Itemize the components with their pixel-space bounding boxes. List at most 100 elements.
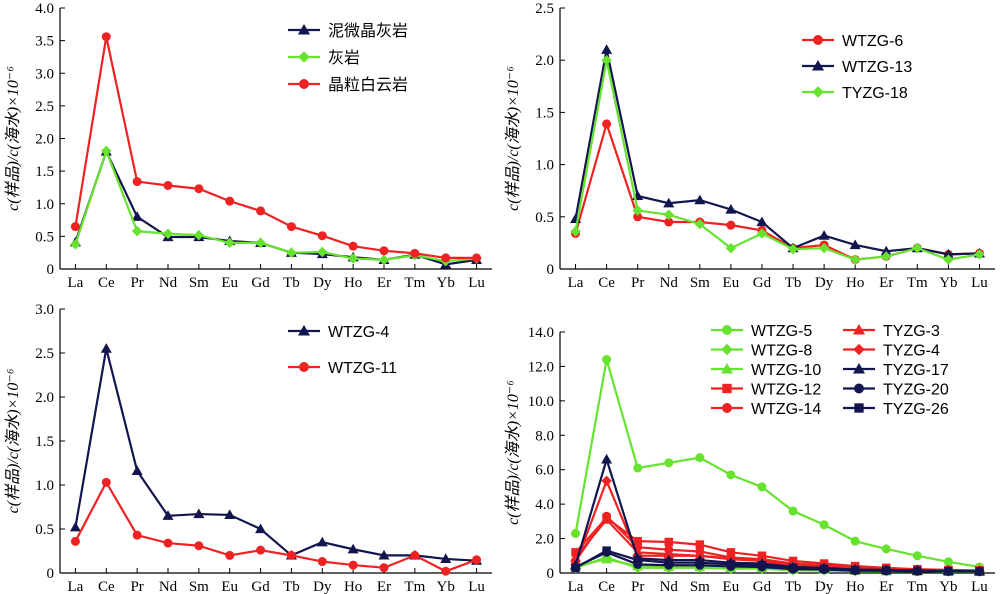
legend-item: WTZG-5: [711, 323, 812, 340]
data-point: [379, 246, 389, 256]
y-tick-label: 2.0: [35, 390, 54, 406]
y-tick-label: 0.5: [35, 522, 54, 538]
y-tick-label: 3.5: [35, 34, 54, 50]
y-tick-label: 2.0: [35, 132, 54, 148]
legend-marker: [811, 59, 825, 71]
data-point: [788, 506, 798, 516]
legend-item: WTZG-8: [711, 343, 812, 360]
y-tick-label: 1.0: [535, 158, 554, 174]
y-tick-label: 4.0: [535, 497, 554, 513]
legend-item: WTZG-4: [288, 324, 389, 341]
series-line: [574, 59, 980, 261]
data-point: [379, 563, 389, 573]
data-point: [601, 553, 613, 564]
legend-item: WTZG-12: [711, 382, 821, 399]
x-tick-label: Gd: [753, 275, 772, 291]
legend-marker: [722, 403, 732, 413]
y-tick-label: 10.0: [528, 394, 554, 410]
data-point: [974, 249, 985, 260]
data-point: [881, 251, 892, 262]
series-line: [574, 359, 980, 569]
y-axis-label: c(样品)/c(海水)×10⁻⁶: [504, 66, 522, 211]
data-point: [601, 475, 612, 487]
y-tick-label: 0.5: [35, 229, 54, 245]
legend-item: TYZG-20: [843, 382, 949, 399]
data-point: [788, 563, 798, 573]
series-WTZG-13: [570, 44, 985, 259]
x-tick-label: Ce: [98, 275, 115, 291]
data-point: [601, 54, 612, 66]
data-point: [912, 551, 922, 561]
y-tick-label: 2.0: [535, 532, 554, 548]
data-point: [726, 560, 736, 569]
legend-label: TYZG-20: [883, 382, 949, 399]
legend-item: WTZG-10: [711, 362, 821, 379]
legend-label: WTZG-4: [328, 324, 389, 341]
data-point: [725, 242, 737, 254]
data-point: [255, 523, 267, 534]
series-line: [74, 36, 477, 260]
legend-label: TYZG-4: [883, 343, 940, 360]
data-point: [664, 217, 674, 227]
data-point: [70, 222, 80, 232]
y-tick-label: 0: [547, 262, 555, 278]
x-tick-label: Ho: [344, 579, 362, 594]
data-point: [818, 242, 830, 254]
y-tick-label: 12.0: [528, 359, 554, 375]
data-point: [256, 206, 266, 216]
x-tick-label: Dy: [313, 275, 332, 291]
x-tick-label: Nd: [159, 275, 178, 291]
legend-label: TYZG-26: [883, 401, 949, 418]
x-tick-label: Lu: [468, 579, 485, 594]
data-point: [664, 537, 673, 547]
data-point: [756, 216, 768, 227]
legend-marker: [813, 35, 823, 45]
data-point: [695, 558, 705, 567]
x-tick-label: Sm: [690, 579, 710, 594]
x-tick-label: Dy: [815, 275, 834, 291]
x-tick-label: Eu: [221, 275, 238, 291]
x-tick-label: La: [68, 579, 84, 594]
data-point: [726, 548, 736, 557]
x-tick-label: Yb: [437, 275, 455, 291]
legend-label: WTZG-14: [751, 401, 821, 418]
data-point: [131, 225, 143, 237]
legend-marker: [854, 383, 864, 394]
data-point: [348, 560, 358, 570]
x-tick-label: Tm: [907, 275, 928, 291]
data-point: [913, 566, 922, 576]
x-tick-label: Gd: [251, 275, 270, 291]
legend-item: TYZG-3: [843, 323, 940, 340]
legend-label: 晶粒白云岩: [328, 76, 408, 94]
data-point: [880, 245, 892, 256]
legend-marker: [299, 362, 309, 372]
x-tick-label: Tm: [907, 579, 928, 594]
legend-item: 泥微晶灰岩: [288, 22, 408, 40]
series-WTZG-5: [571, 355, 984, 572]
y-tick-label: 4.0: [35, 1, 54, 17]
legend-label: WTZG-10: [751, 362, 821, 379]
data-point: [570, 226, 581, 237]
x-tick-label: Eu: [723, 275, 740, 291]
data-point: [787, 243, 799, 255]
legend-item: TYZG-26: [843, 401, 949, 418]
data-point: [441, 566, 451, 576]
data-point: [440, 553, 452, 564]
data-point: [849, 239, 861, 250]
data-point: [347, 253, 359, 264]
x-tick-label: Tb: [785, 275, 802, 291]
data-point: [942, 248, 954, 259]
x-tick-label: Nd: [159, 579, 178, 594]
legend-label: 泥微晶灰岩: [328, 22, 408, 40]
data-point: [316, 536, 328, 547]
x-tick-label: La: [68, 275, 84, 291]
data-point: [163, 180, 173, 190]
x-tick-label: Tb: [283, 579, 300, 594]
x-tick-label: La: [568, 275, 584, 291]
x-tick-label: Dy: [815, 579, 834, 594]
data-point: [286, 222, 296, 232]
data-point: [663, 209, 674, 220]
data-point: [632, 205, 643, 216]
data-point: [601, 514, 613, 524]
data-point: [286, 550, 296, 560]
